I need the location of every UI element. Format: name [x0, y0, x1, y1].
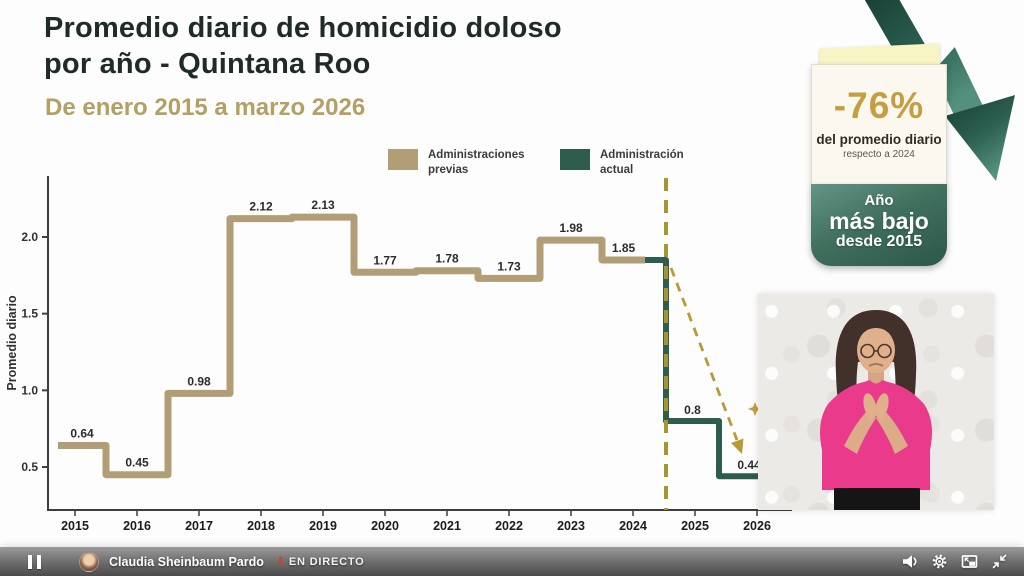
pause-icon [28, 554, 32, 569]
svg-text:0.5: 0.5 [21, 460, 38, 474]
miniplayer-icon[interactable] [961, 553, 978, 570]
svg-text:0.45: 0.45 [125, 456, 149, 470]
player-right-controls [901, 553, 1008, 570]
page-title-line1: Promedio diario de homicidio doloso [44, 12, 562, 44]
interpreter-figure [820, 310, 932, 510]
svg-text:1.78: 1.78 [435, 252, 459, 266]
legend-label-previous: Administraciones previas [428, 149, 525, 176]
live-badge[interactable]: EN DIRECTO [288, 555, 365, 568]
page-title-line2: por año - Quintana Roo [44, 48, 371, 81]
svg-text:1.5: 1.5 [21, 307, 38, 321]
svg-text:0.64: 0.64 [70, 427, 94, 441]
pause-icon [37, 554, 41, 569]
svg-text:2019: 2019 [309, 519, 337, 533]
volume-icon[interactable] [901, 553, 918, 570]
svg-text:2025: 2025 [681, 519, 709, 533]
svg-text:2.0: 2.0 [21, 230, 38, 244]
page-subtitle: De enero 2015 a marzo 2026 [45, 94, 366, 121]
svg-text:2.12: 2.12 [249, 200, 273, 214]
lowest-year-badge: Año más bajo desde 2015 [811, 184, 947, 266]
percentage-value: -76% [833, 85, 925, 126]
svg-text:0.98: 0.98 [187, 374, 211, 388]
svg-text:1.73: 1.73 [497, 259, 521, 273]
badge-line2: más bajo [829, 208, 929, 234]
sign-language-interpreter [758, 294, 994, 510]
chart-legend: Administraciones previas Administración … [388, 148, 692, 178]
shrink-icon[interactable] [991, 553, 1008, 570]
legend-swatch-current [560, 149, 590, 170]
legend-swatch-previous [388, 149, 418, 170]
svg-text:2018: 2018 [247, 519, 275, 533]
svg-text:Promedio diario: Promedio diario [5, 295, 19, 391]
svg-text:1.0: 1.0 [21, 383, 38, 397]
svg-text:2026: 2026 [743, 519, 771, 533]
svg-text:1.98: 1.98 [559, 221, 583, 235]
svg-text:2021: 2021 [433, 519, 461, 533]
svg-text:1.77: 1.77 [373, 253, 397, 267]
svg-text:2017: 2017 [185, 519, 213, 533]
badge-line3: desde 2015 [835, 233, 923, 251]
svg-text:2023: 2023 [557, 519, 585, 533]
svg-text:2022: 2022 [495, 519, 523, 533]
pause-button[interactable] [28, 554, 41, 569]
svg-text:0.8: 0.8 [684, 403, 701, 417]
channel-name[interactable]: Claudia Sheinbaum Pardo [109, 554, 264, 569]
live-indicator [278, 557, 282, 566]
settings-gear-icon[interactable] [931, 553, 948, 570]
page-title: Promedio diario de homicidio doloso por … [44, 10, 562, 83]
svg-text:2015: 2015 [61, 519, 89, 533]
svg-text:0.44: 0.44 [737, 458, 761, 472]
svg-text:2.13: 2.13 [311, 198, 335, 212]
legend-item-previous: Administraciones previas [388, 148, 532, 178]
percentage-card: -76% del promedio diario respecto a 2024 [811, 64, 947, 186]
player-control-bar: Claudia Sheinbaum Pardo EN DIRECTO [0, 547, 1024, 576]
svg-text:2016: 2016 [123, 519, 151, 533]
percentage-subcaption: respecto a 2024 [843, 149, 915, 160]
percentage-caption: del promedio diario [816, 132, 942, 147]
channel-avatar[interactable] [79, 551, 99, 572]
svg-text:2024: 2024 [619, 519, 647, 533]
svg-text:1.85: 1.85 [612, 241, 636, 255]
legend-item-current: Administración actual [560, 148, 692, 178]
legend-label-current: Administración actual [600, 149, 684, 176]
badge-line1: Año [864, 192, 894, 209]
svg-text:2020: 2020 [371, 519, 399, 533]
